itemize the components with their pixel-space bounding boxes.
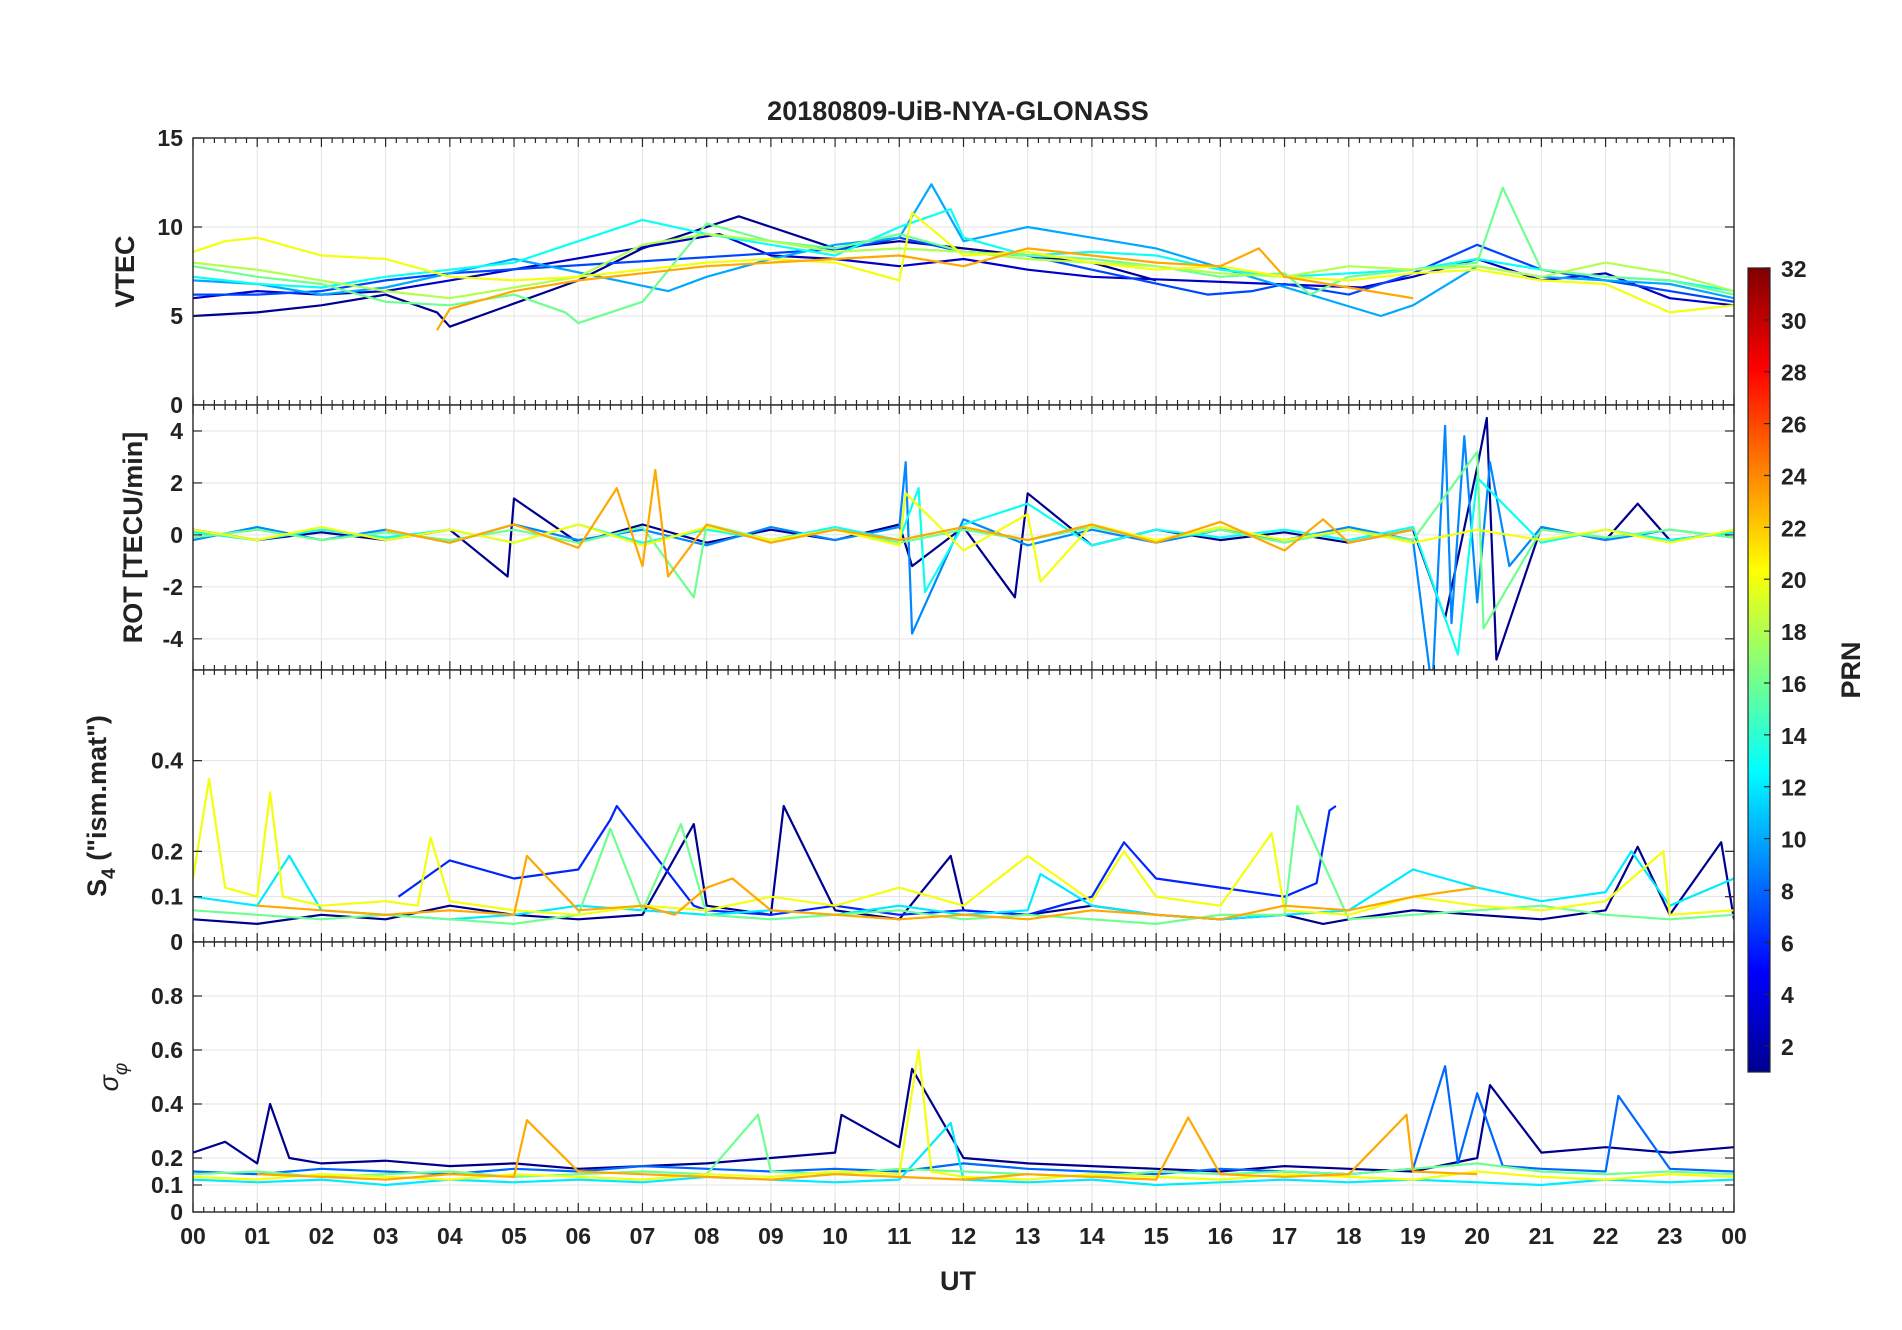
vtec-series-prn-1 xyxy=(193,215,1157,328)
x-axis-label: UT xyxy=(940,1266,976,1296)
vtec-ytick-label: 0 xyxy=(170,392,183,418)
sigma_phi-ytick-label: 0.6 xyxy=(151,1037,183,1063)
s4-ytick-label: 0.2 xyxy=(151,838,183,864)
colorbar-tick-label: 22 xyxy=(1781,515,1807,541)
x-tick-label: 21 xyxy=(1529,1223,1555,1249)
rot-series-prn-20 xyxy=(193,492,1734,583)
vtec-series-group xyxy=(193,183,1734,331)
rot-ytick-label: 2 xyxy=(170,470,183,496)
colorbar-tick-label: 16 xyxy=(1781,671,1807,697)
colorbar-tick-label: 12 xyxy=(1781,775,1807,801)
x-tick-label: 20 xyxy=(1464,1223,1490,1249)
colorbar-tick-label: 4 xyxy=(1781,982,1794,1008)
s4-series-prn-23 xyxy=(257,854,1478,921)
chart-title: 20180809-UiB-NYA-GLONASS xyxy=(767,96,1149,126)
x-tick-label: 16 xyxy=(1208,1223,1234,1249)
colorbar-tick-label: 24 xyxy=(1781,463,1807,489)
sigma_phi-ytick-label: 0.1 xyxy=(151,1172,183,1198)
x-tick-label: 00 xyxy=(180,1223,206,1249)
x-tick-label: 06 xyxy=(565,1223,591,1249)
x-tick-label: 07 xyxy=(630,1223,656,1249)
vtec-ytick-label: 5 xyxy=(170,303,183,329)
x-tick-label: 11 xyxy=(887,1223,912,1249)
x-tick-label: 13 xyxy=(1015,1223,1041,1249)
sigma_phi-ytick-label: 0.2 xyxy=(151,1145,183,1171)
x-tick-label: 01 xyxy=(244,1223,270,1249)
panel-s4: 0 0.1 0.2 0.4 S4 ("ism.mat") xyxy=(82,669,1735,955)
rot-ytick-label: -2 xyxy=(163,574,183,600)
s4-series-prn-6 xyxy=(397,804,1337,916)
x-tick-label: 09 xyxy=(758,1223,784,1249)
rot-ylabel: ROT [TECU/min] xyxy=(118,432,148,643)
rot-series-group xyxy=(193,416,1734,670)
panel-vtec: 0 5 10 15 VTEC xyxy=(110,125,1735,418)
colorbar-tick-label: 20 xyxy=(1781,567,1807,593)
colorbar-tick-label: 18 xyxy=(1781,619,1807,645)
x-tick-label: 15 xyxy=(1143,1223,1169,1249)
s4-ytick-label: 0.1 xyxy=(151,884,183,910)
s4-series-prn-16 xyxy=(193,804,1734,926)
x-tick-label: 19 xyxy=(1400,1223,1426,1249)
vtec-series-prn-7 xyxy=(193,236,1734,303)
s4-ytick-label: 0.4 xyxy=(151,748,183,774)
vtec-ytick-label: 10 xyxy=(157,214,183,240)
x-tick-label: 12 xyxy=(951,1223,977,1249)
rot-ytick-label: -4 xyxy=(163,626,184,652)
colorbar-tick-label: 10 xyxy=(1781,827,1807,853)
vtec-series-prn-13 xyxy=(193,208,1734,293)
panel-sigma_phi: 00.10.2 0.4 0.6 0.8 σφ 00 01 02 03 04 05 06 07 08 09 10… xyxy=(94,941,1747,1249)
x-tick-label: 04 xyxy=(437,1223,463,1249)
rot-ytick-label: 4 xyxy=(170,418,183,444)
panel-rot: -4 -2 0 2 4 ROT [TECU/min] xyxy=(118,404,1735,671)
x-tick-label: 10 xyxy=(822,1223,848,1249)
vtec-ylabel: VTEC xyxy=(110,235,140,307)
colorbar-tick-label: 6 xyxy=(1781,930,1794,956)
x-tick-label: 03 xyxy=(373,1223,399,1249)
sigma_phi-series-prn-8 xyxy=(193,1065,1734,1176)
rot-ytick-label: 0 xyxy=(170,522,183,548)
rot-series-prn-23 xyxy=(385,468,1414,578)
x-tick-label: 08 xyxy=(694,1223,720,1249)
s4-series-prn-20 xyxy=(193,777,1734,916)
x-tick-label: 18 xyxy=(1336,1223,1362,1249)
colorbar-tick-label: 30 xyxy=(1781,308,1807,334)
x-tick-label: 00 xyxy=(1721,1223,1747,1249)
x-tick-label: 23 xyxy=(1657,1223,1683,1249)
sigma_phi-ylabel: σφ xyxy=(94,1063,132,1092)
sigma_phi-ytick-label: 0 xyxy=(170,1199,183,1225)
x-tick-label: 02 xyxy=(309,1223,335,1249)
vtec-series-prn-18 xyxy=(193,233,1734,300)
colorbar-label: PRN xyxy=(1836,641,1866,698)
sigma_phi-series-group xyxy=(193,1048,1734,1187)
s4-ylabel: S4 ("ism.mat") xyxy=(82,715,120,897)
x-tick-label: 22 xyxy=(1593,1223,1619,1249)
sigma_phi-series-prn-23 xyxy=(257,1113,1478,1181)
x-tick-label: 14 xyxy=(1079,1223,1105,1249)
rot-series-prn-9 xyxy=(193,424,1734,670)
colorbar-tick-label: 14 xyxy=(1781,723,1807,749)
sigma_phi-ytick-label: 0.4 xyxy=(151,1091,183,1117)
colorbar-tick-label: 26 xyxy=(1781,412,1807,438)
colorbar-tick-label: 8 xyxy=(1781,878,1794,904)
sigma_phi-series-prn-1 xyxy=(193,1067,1734,1173)
sigma_phi-ytick-label: 0.8 xyxy=(151,983,183,1009)
colorbar-tick-label: 28 xyxy=(1781,360,1807,386)
x-tick-label: 05 xyxy=(501,1223,527,1249)
s4-ytick-label: 0 xyxy=(170,929,183,955)
x-tick-label: 17 xyxy=(1272,1223,1298,1249)
colorbar-tick-label: 2 xyxy=(1781,1034,1794,1060)
vtec-ytick-label: 15 xyxy=(157,125,183,151)
s4-series-group xyxy=(193,777,1734,926)
vtec-series-prn-20 xyxy=(193,211,1734,314)
sigma_phi-series-prn-12 xyxy=(193,1121,1734,1187)
rot-series-prn-1 xyxy=(193,416,1734,661)
colorbar-gradient xyxy=(1747,267,1771,1073)
vtec-series-prn-23 xyxy=(436,247,1414,331)
colorbar-tick-label: 32 xyxy=(1781,256,1807,282)
